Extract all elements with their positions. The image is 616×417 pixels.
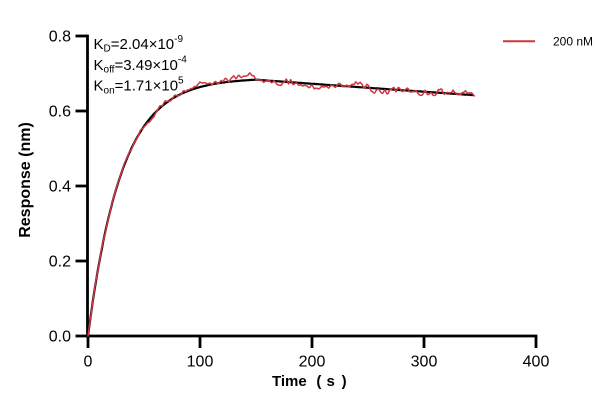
svg-text:0.2: 0.2	[49, 254, 71, 271]
svg-text:0: 0	[84, 354, 93, 371]
svg-text:0.4: 0.4	[49, 179, 71, 196]
svg-text:0.6: 0.6	[49, 104, 71, 121]
svg-text:0.8: 0.8	[49, 29, 71, 46]
svg-text:Kon=1.71×105: Kon=1.71×105	[94, 75, 185, 96]
svg-text:200: 200	[299, 354, 326, 371]
svg-text:Response (nm): Response (nm)	[17, 122, 34, 238]
svg-text:0.0: 0.0	[49, 329, 71, 346]
svg-text:KD=2.04×10-9: KD=2.04×10-9	[94, 34, 184, 55]
svg-text:100: 100	[187, 354, 214, 371]
svg-text:200 nM: 200 nM	[553, 35, 593, 49]
svg-text:Koff=3.49×10-4: Koff=3.49×10-4	[94, 55, 188, 76]
svg-text:300: 300	[411, 354, 438, 371]
svg-text:400: 400	[523, 354, 550, 371]
